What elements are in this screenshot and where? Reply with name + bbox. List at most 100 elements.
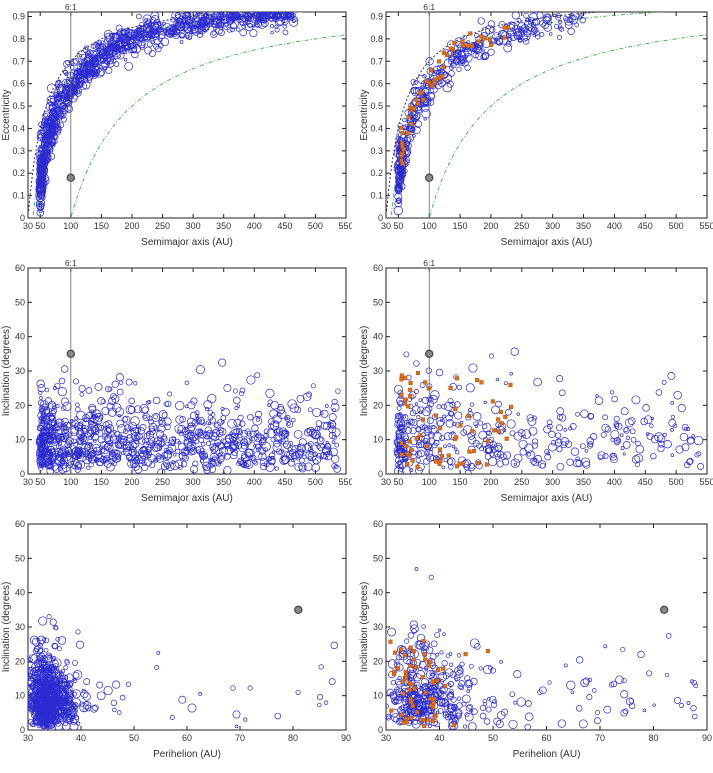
data-point <box>36 157 46 167</box>
data-point <box>96 39 102 46</box>
data-point <box>233 419 242 427</box>
data-point <box>482 422 492 433</box>
x-tick-label: 200 <box>483 477 498 487</box>
data-point <box>435 368 444 377</box>
data-point <box>89 64 99 74</box>
data-point <box>413 389 419 394</box>
data-point <box>149 33 155 40</box>
data-point <box>37 384 46 393</box>
data-point <box>196 31 204 38</box>
x-tick-label: 30 <box>23 477 33 487</box>
data-point <box>525 18 530 23</box>
data-point <box>456 696 462 701</box>
data-point <box>266 13 271 18</box>
data-point <box>420 709 426 715</box>
orange-data-point <box>408 387 413 392</box>
data-point <box>456 66 462 72</box>
data-point <box>210 30 218 38</box>
data-point <box>174 459 184 469</box>
data-point <box>428 424 438 435</box>
data-point <box>622 452 626 456</box>
data-point <box>217 441 225 449</box>
data-point <box>593 717 601 725</box>
data-point <box>396 405 402 411</box>
data-point <box>293 429 303 439</box>
x-tick-label: 350 <box>216 477 231 487</box>
data-point <box>307 407 313 413</box>
data-point <box>483 445 492 454</box>
data-point <box>180 460 188 468</box>
data-point <box>401 414 409 422</box>
x-tick-label: 400 <box>607 477 622 487</box>
data-point <box>505 408 512 416</box>
data-point <box>415 106 423 114</box>
orange-data-point <box>422 652 427 657</box>
y-tick-label: 0.5 <box>12 101 25 111</box>
orange-data-point <box>488 42 494 47</box>
orange-data-point <box>437 461 442 466</box>
data-point <box>556 375 564 383</box>
data-point <box>122 42 132 51</box>
data-point <box>456 384 462 390</box>
x-tick-label: 350 <box>576 221 591 231</box>
data-point <box>256 447 261 452</box>
data-point <box>582 677 590 685</box>
data-point <box>88 58 94 64</box>
data-point <box>105 385 112 393</box>
data-point <box>38 616 48 626</box>
data-point <box>256 12 265 20</box>
data-point <box>334 442 340 448</box>
y-tick-label: 0 <box>20 469 25 479</box>
data-point <box>287 13 293 18</box>
data-point <box>142 449 152 459</box>
orange-data-point <box>402 397 407 402</box>
data-point <box>195 418 203 425</box>
data-point <box>555 12 561 18</box>
data-point <box>154 45 162 53</box>
data-point <box>454 666 464 676</box>
x-tick-label: 350 <box>576 477 591 487</box>
data-point <box>505 40 512 47</box>
data-point <box>313 459 319 465</box>
data-point <box>62 94 67 100</box>
data-point <box>323 700 329 705</box>
data-point <box>132 427 139 434</box>
data-point <box>451 444 456 449</box>
data-point <box>88 461 94 468</box>
data-point <box>424 425 432 434</box>
data-point <box>62 713 72 723</box>
data-point <box>691 680 697 686</box>
plot-area <box>28 614 339 730</box>
data-point <box>209 431 218 440</box>
data-point <box>686 458 693 466</box>
y-tick-label: 0.8 <box>370 34 383 44</box>
data-point <box>487 697 491 701</box>
data-point <box>421 434 431 445</box>
data-point <box>335 388 341 394</box>
data-point <box>44 458 52 466</box>
data-point <box>36 714 42 720</box>
y-tick-label: 0.6 <box>12 79 25 89</box>
data-point <box>405 419 411 425</box>
data-point <box>415 457 421 463</box>
highlight-point <box>660 605 669 615</box>
data-point <box>474 33 480 39</box>
data-point <box>499 659 503 664</box>
data-point <box>686 457 694 465</box>
data-point <box>57 79 62 84</box>
data-point <box>483 718 491 725</box>
data-point <box>234 440 238 445</box>
data-point <box>150 442 156 448</box>
y-tick-label: 0.3 <box>12 146 25 156</box>
data-point <box>654 432 664 442</box>
data-point <box>413 360 420 367</box>
orange-data-point <box>403 401 408 406</box>
data-point <box>485 706 492 713</box>
data-point <box>254 372 261 379</box>
data-point <box>126 27 130 31</box>
data-point <box>646 670 653 677</box>
data-point <box>184 32 193 40</box>
plot-area <box>35 358 341 474</box>
orange-data-point <box>414 97 419 102</box>
data-point <box>217 442 226 450</box>
